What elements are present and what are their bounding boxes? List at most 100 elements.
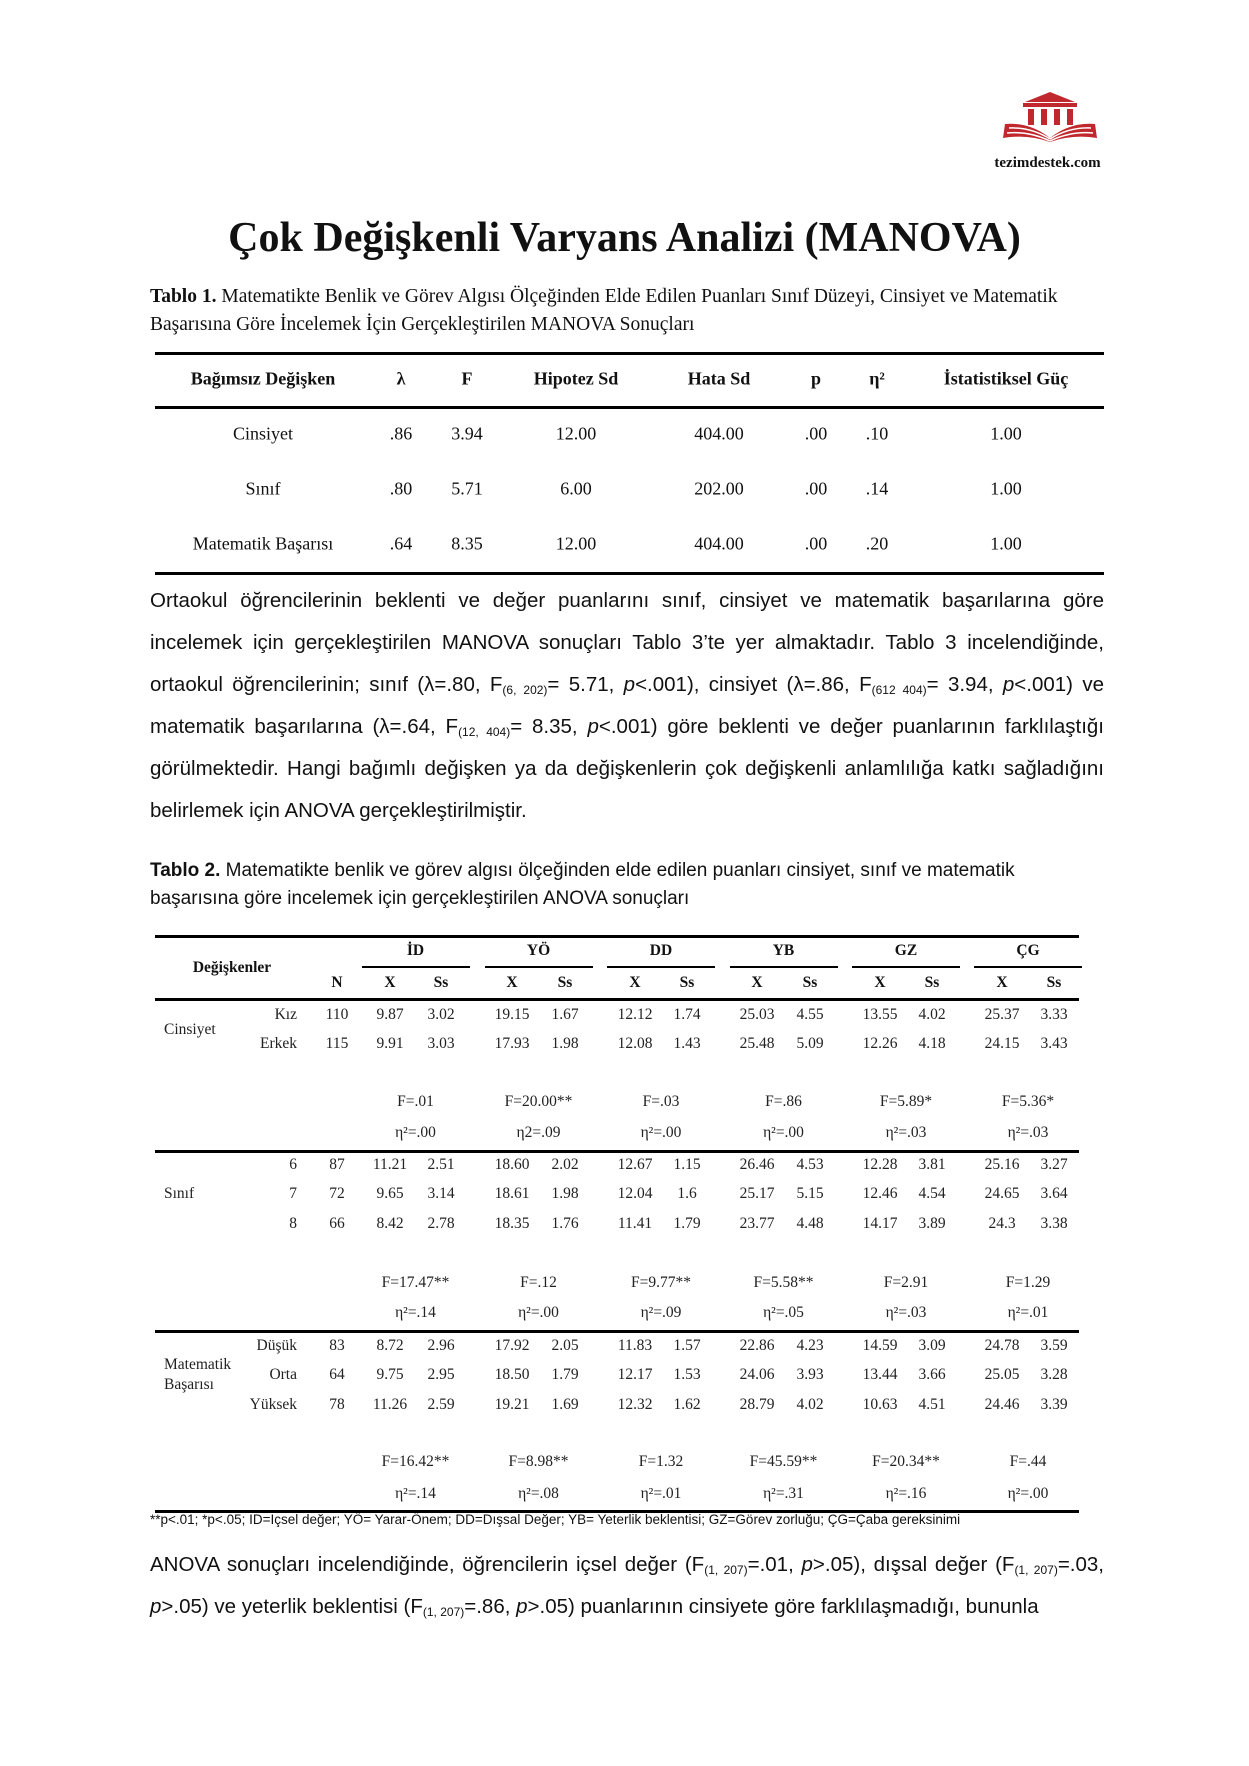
text-segment: ANOVA sonuçları incelendiğinde, öğrencil… (150, 1553, 705, 1576)
sd-header: Ss (924, 974, 940, 991)
row-value: 1.79 (673, 1215, 701, 1232)
row-value: 25.05 (984, 1366, 1020, 1383)
row-value: 23.77 (739, 1215, 775, 1232)
f-statistic: F=20.34** (872, 1453, 940, 1470)
row-value: 25.17 (739, 1185, 775, 1202)
table1-header: λ (396, 368, 406, 389)
eta-squared: η²=.00 (1007, 1485, 1049, 1502)
block-name: Cinsiyet (164, 1021, 216, 1038)
row-value: 3.81 (918, 1156, 946, 1173)
row-value: 3.09 (918, 1337, 946, 1354)
text-segment: >.05), dışsal değer (F (812, 1553, 1015, 1576)
row-value: 17.93 (494, 1035, 530, 1052)
group-underline (974, 966, 1082, 968)
row-value: 12.26 (862, 1035, 898, 1052)
row-value: 24.15 (984, 1035, 1020, 1052)
table2-block-rule (155, 1510, 1079, 1513)
row-value: 2.59 (427, 1396, 455, 1413)
logo-text: tezimdestek.com (994, 155, 1101, 171)
row-value: 24.46 (984, 1396, 1020, 1413)
row-value: 9.65 (376, 1185, 404, 1202)
table1-cell: Cinsiyet (232, 423, 294, 444)
row-value: 10.63 (862, 1396, 898, 1413)
row-value: 1.62 (673, 1396, 701, 1413)
table2-top-rule (155, 935, 1079, 938)
mean-header: X (874, 974, 886, 991)
row-value: 14.17 (862, 1215, 898, 1232)
table2-footnote: **p<.01; *p<.05; İD=İçsel değer; YÖ= Yar… (150, 1512, 961, 1527)
row-value: 5.15 (796, 1185, 824, 1202)
table1-cell: 404.00 (694, 423, 744, 444)
table2-caption-text: Matematikte benlik ve görev algısı ölçeğ… (150, 860, 1015, 909)
group-header: YÖ (526, 942, 551, 959)
italic-text: p (587, 715, 599, 738)
table1-header: p (810, 368, 822, 389)
row-value: 12.46 (862, 1185, 898, 1202)
table1-header: Hata Sd (687, 368, 751, 389)
row-value: 25.16 (984, 1156, 1020, 1173)
f-statistic: F=2.91 (883, 1274, 929, 1291)
table1-header: F (461, 368, 473, 389)
table1-cell: 6.00 (560, 478, 592, 499)
row-level: Yüksek (249, 1396, 297, 1413)
row-value: 1.15 (673, 1156, 701, 1173)
f-statistic: F=5.58** (753, 1274, 814, 1291)
table1-cell: 1.00 (990, 478, 1022, 499)
f-statistic: F=.03 (642, 1093, 680, 1110)
eta-squared: η²=.01 (1007, 1304, 1049, 1321)
row-value: 1.43 (673, 1035, 701, 1052)
table1-header: η² (869, 368, 885, 389)
row-value: 18.60 (494, 1156, 530, 1173)
table1-header: İstatistiksel Güç (943, 368, 1069, 389)
row-value: 17.92 (494, 1337, 530, 1354)
row-value: 2.78 (427, 1215, 455, 1232)
row-value: 4.23 (796, 1337, 824, 1354)
italic-text: p (623, 673, 636, 696)
text-segment: =.86, (464, 1595, 517, 1618)
row-value: 24.06 (739, 1366, 775, 1383)
row-value: 12.12 (617, 1006, 653, 1023)
table1-cell: .86 (389, 423, 413, 444)
f-statistic: F=8.98** (508, 1453, 569, 1470)
row-n: 87 (329, 1156, 345, 1173)
f-statistic: F=5.36* (1001, 1093, 1055, 1110)
row-value: 3.39 (1040, 1396, 1068, 1413)
row-value: 5.09 (796, 1035, 824, 1052)
row-value: 1.98 (551, 1185, 579, 1202)
row-level: 6 (289, 1156, 297, 1173)
row-value: 1.69 (551, 1396, 579, 1413)
row-value: 4.54 (918, 1185, 946, 1202)
group-header: GZ (894, 942, 918, 959)
group-underline (729, 966, 838, 968)
eta-squared: η²=.05 (763, 1304, 804, 1321)
text-segment: <.001), cinsiyet (λ=.86, F (635, 673, 872, 696)
f-statistic: F=.01 (397, 1093, 434, 1110)
table1-cell: .10 (865, 423, 889, 444)
row-level: Kız (274, 1006, 297, 1023)
sd-header: Ss (433, 974, 449, 991)
italic-text: p (1002, 673, 1015, 696)
f-statistic: F=1.29 (1005, 1274, 1051, 1291)
row-value: 2.51 (427, 1156, 455, 1173)
text-segment: Ortaokul öğrencilerinin beklenti ve değe… (150, 589, 1104, 696)
mean-header: X (996, 974, 1008, 991)
row-value: 25.48 (739, 1035, 775, 1052)
table2-block-rule (155, 1330, 1079, 1333)
eta-squared: η²=.00 (640, 1124, 682, 1141)
sd-header: Ss (1046, 974, 1062, 991)
mean-header: X (506, 974, 518, 991)
table1-cell: 12.00 (555, 533, 597, 554)
eta-squared: η²=.31 (763, 1485, 804, 1502)
row-value: 13.44 (862, 1366, 898, 1383)
table1-cell: .00 (804, 533, 828, 554)
row-value: 4.02 (796, 1396, 824, 1413)
row-value: 12.04 (617, 1185, 653, 1202)
row-value: 3.43 (1040, 1035, 1068, 1052)
row-value: 24.65 (984, 1185, 1020, 1202)
row-value: 1.76 (551, 1215, 579, 1232)
sd-header: Ss (679, 974, 695, 991)
eta-squared: η²=.16 (885, 1485, 927, 1502)
row-value: 25.37 (984, 1006, 1020, 1023)
row-value: 26.46 (739, 1156, 775, 1173)
row-value: 1.74 (673, 1006, 701, 1023)
